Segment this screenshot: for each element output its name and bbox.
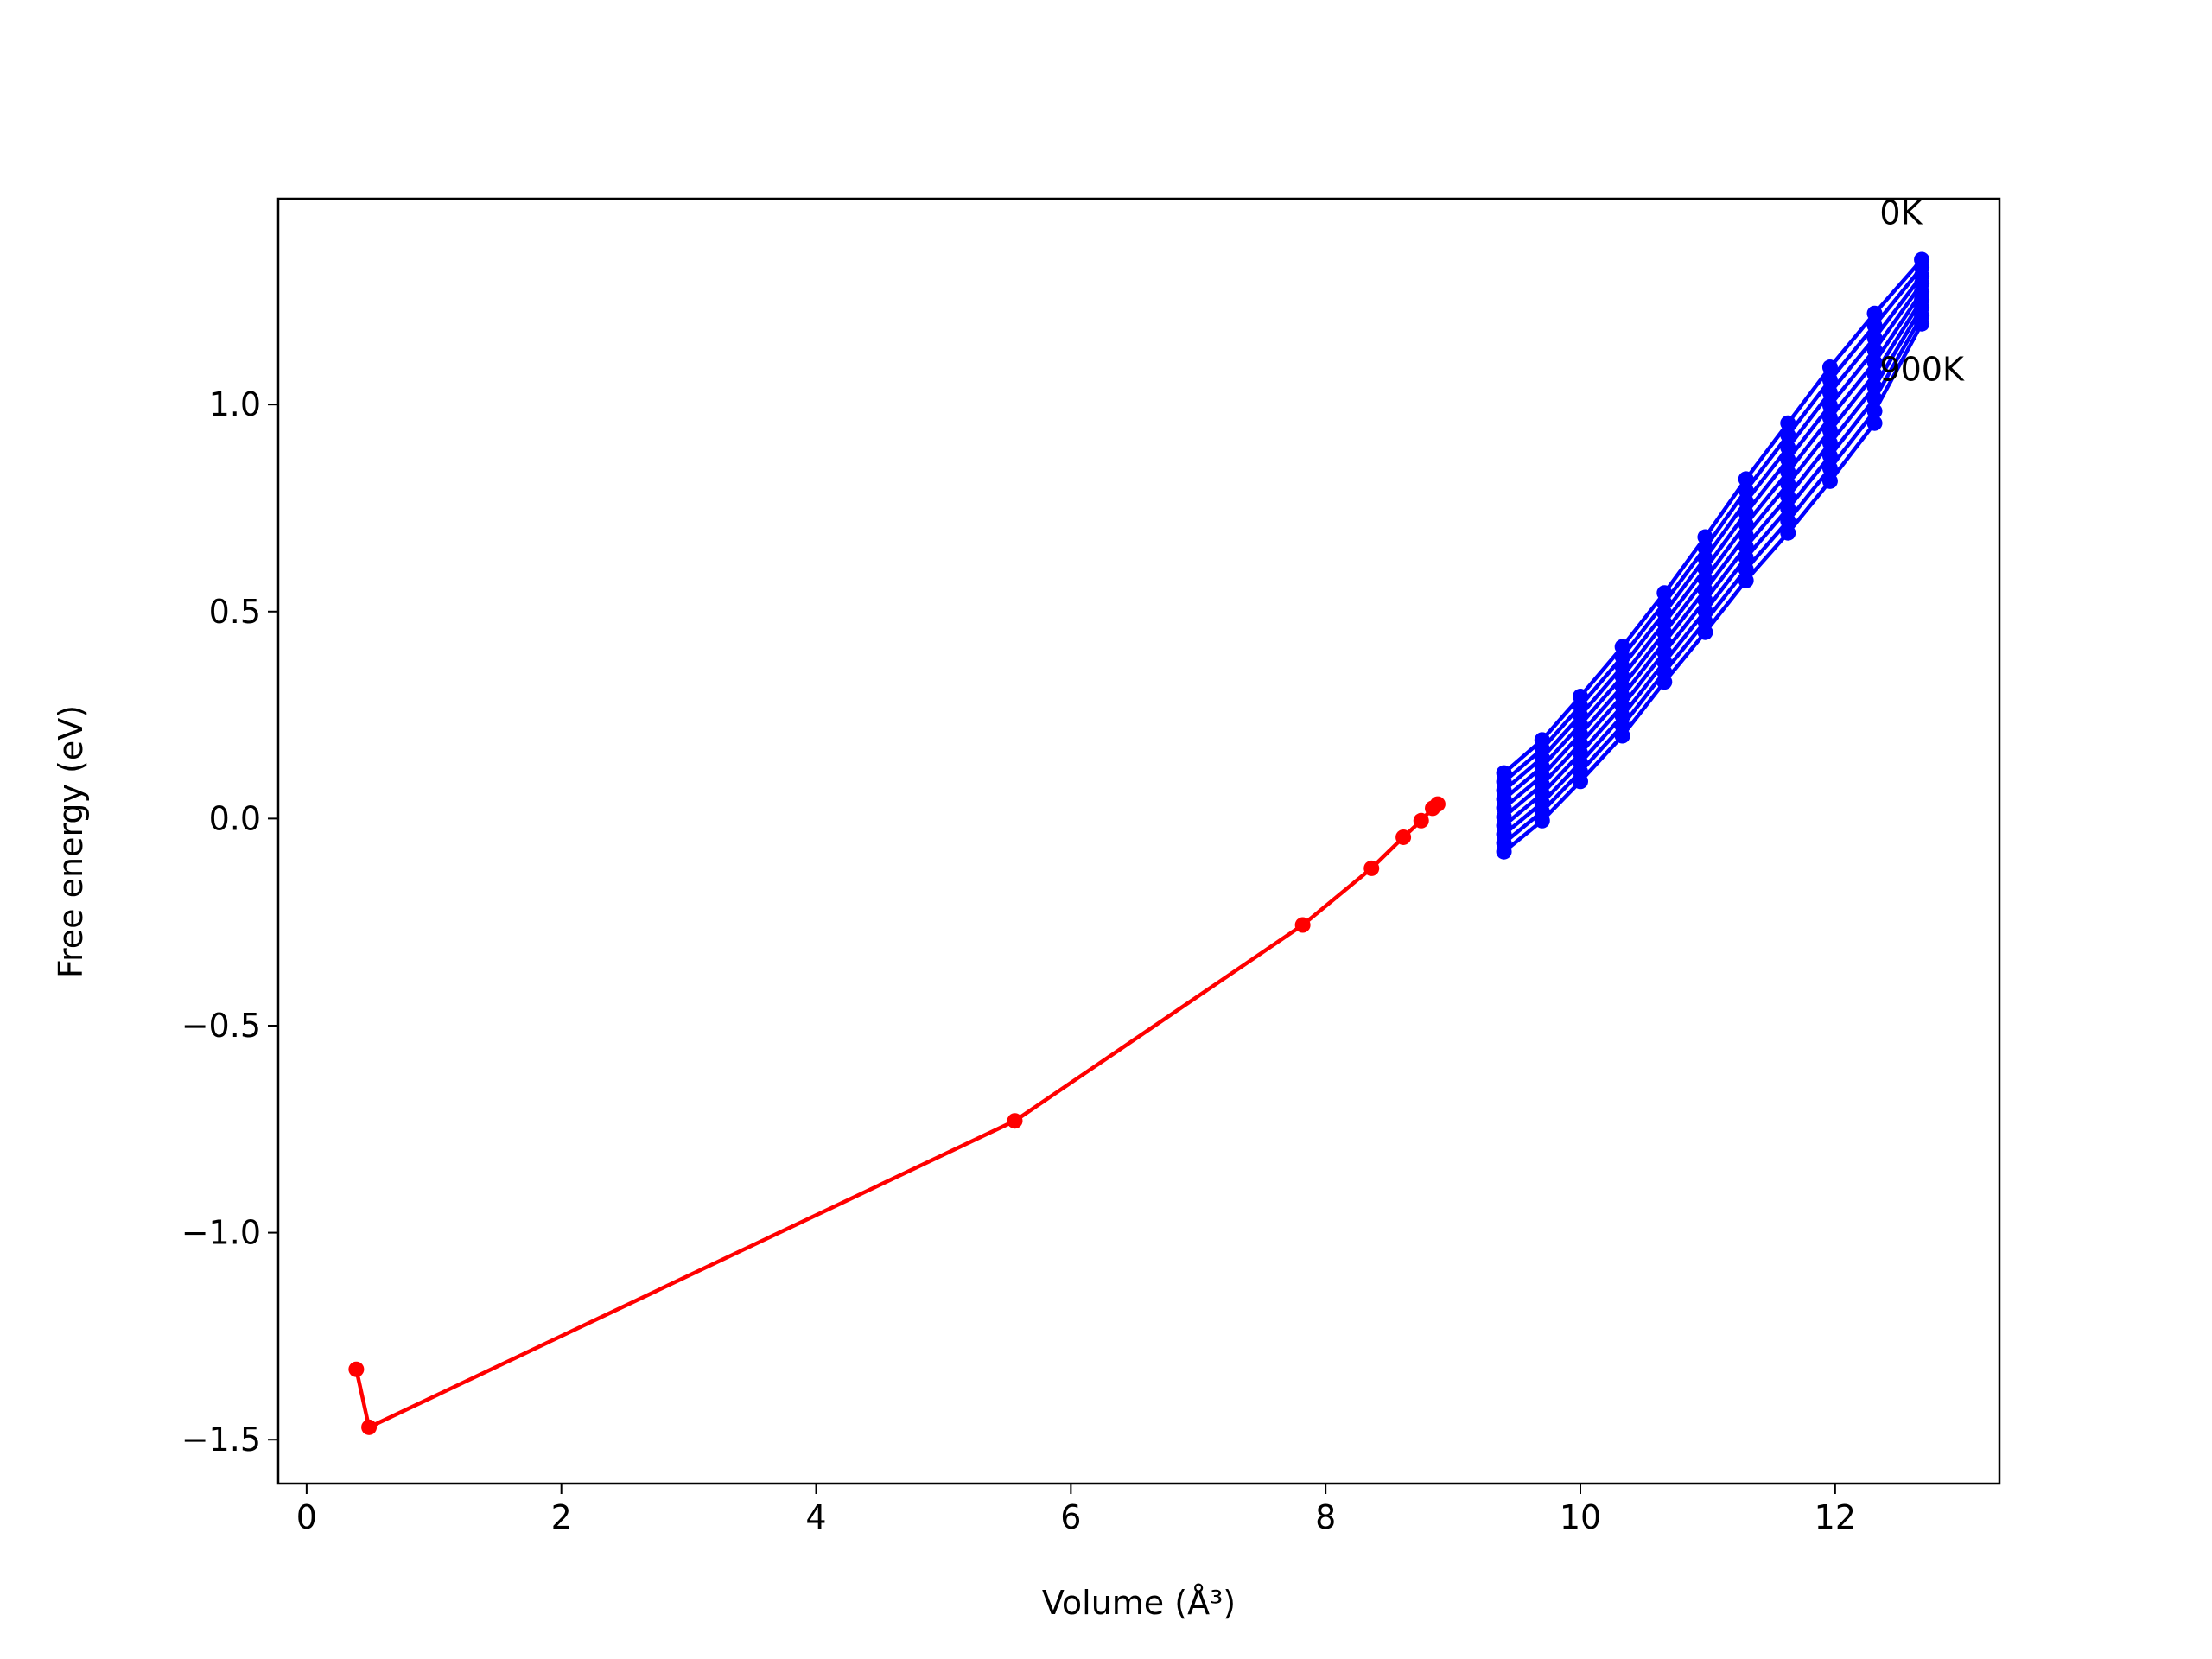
series-point xyxy=(361,1419,378,1435)
series-point xyxy=(1821,385,1838,401)
x-tick-label: 8 xyxy=(1315,1498,1336,1536)
series-line xyxy=(1503,422,1877,854)
series-line xyxy=(354,802,1440,1430)
series-point xyxy=(1821,372,1838,388)
series-point xyxy=(1821,435,1838,451)
series-point xyxy=(1573,773,1589,790)
series-point xyxy=(1821,423,1838,439)
series-point xyxy=(1738,550,1754,566)
series-point xyxy=(1395,829,1412,845)
series-point xyxy=(1780,427,1796,443)
y-tick-label: −1.0 xyxy=(181,1214,261,1252)
x-axis-label: Volume (Å³) xyxy=(1042,1584,1236,1622)
x-tick-label: 12 xyxy=(1815,1498,1856,1536)
y-tick-label: 0.0 xyxy=(209,799,261,837)
series-point xyxy=(348,1361,365,1377)
series-point xyxy=(1914,315,1930,332)
annotation: 0K xyxy=(1879,194,1923,232)
series-point xyxy=(1821,397,1838,414)
y-tick-label: −1.5 xyxy=(181,1421,261,1459)
series-point xyxy=(1780,451,1796,467)
series-line xyxy=(1503,257,1923,775)
series-point xyxy=(1821,448,1838,464)
series-point xyxy=(1821,359,1838,376)
y-tick-label: 1.0 xyxy=(209,385,261,423)
plot-frame xyxy=(276,197,2001,1485)
y-tick-label: −0.5 xyxy=(181,1007,261,1045)
series-point xyxy=(1866,305,1883,321)
series-point xyxy=(1821,410,1838,426)
series-point xyxy=(1780,524,1796,541)
series-point xyxy=(1866,317,1883,334)
x-tick-label: 4 xyxy=(805,1498,826,1536)
series-point xyxy=(1780,476,1796,493)
series-point xyxy=(1780,488,1796,505)
series-point xyxy=(1363,860,1380,876)
x-tick-label: 2 xyxy=(551,1498,572,1536)
series-point xyxy=(1780,500,1796,517)
y-axis-label: Free energy (eV) xyxy=(52,705,90,978)
series-point xyxy=(1429,796,1446,812)
x-tick-label: 0 xyxy=(296,1498,317,1536)
series-point xyxy=(1496,843,1512,860)
series-point xyxy=(1697,624,1713,640)
series-point xyxy=(1738,572,1754,588)
x-tick-label: 6 xyxy=(1060,1498,1081,1536)
series-point xyxy=(1866,403,1883,419)
series-point xyxy=(1866,415,1883,431)
x-tick-label: 10 xyxy=(1560,1498,1601,1536)
series-point xyxy=(1656,674,1673,690)
y-tick-label: 0.5 xyxy=(209,593,261,631)
series-point xyxy=(1821,473,1838,489)
series-point xyxy=(1614,728,1630,744)
series-point xyxy=(1413,812,1429,829)
series-point xyxy=(1534,812,1550,829)
series-point xyxy=(1821,460,1838,476)
annotation: 900K xyxy=(1879,350,1965,388)
series-point xyxy=(1294,917,1311,933)
series-point xyxy=(1780,512,1796,529)
series-point xyxy=(1007,1113,1023,1129)
series-point xyxy=(1780,464,1796,480)
